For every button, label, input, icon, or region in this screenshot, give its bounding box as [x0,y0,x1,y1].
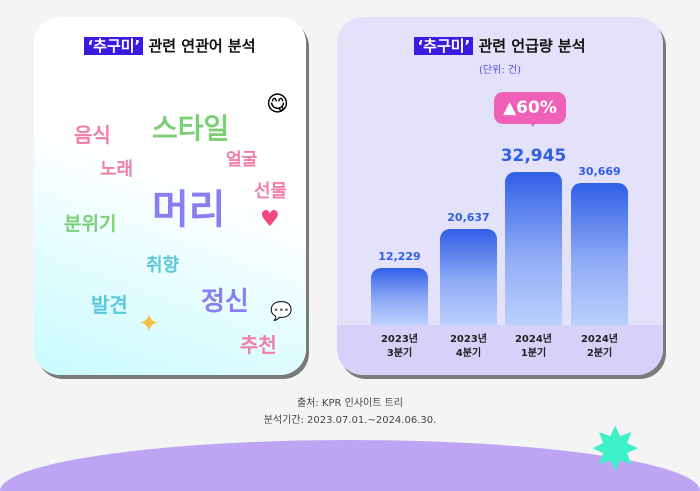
category-label: 2023년 4분기 [449,334,488,359]
bar [440,229,497,325]
period-text: 분석기간: 2023.07.01.~2024.06.30. [263,415,437,426]
category-label: 2024년 2분기 [580,334,619,359]
word-food: 음식 [74,123,111,147]
growth-callout: ▲60% [494,92,566,127]
sparkle-star-icon: ✸ [590,415,641,485]
chart-title: ‘추구미’ 관련 언급량 분석 [337,35,663,56]
category-label: 2024년 1분기 [514,334,553,359]
source-note: 출처: KPR 인사이트 트리 분석기간: 2023.07.01.~2024.0… [0,395,700,429]
title-text: 관련 언급량 분석 [473,37,586,55]
word-style: 스타일 [152,112,230,145]
word-mind: 정신 [201,287,249,317]
word-discovery: 발견 [91,293,128,317]
word-mood: 분위기 [64,213,117,235]
chat-bubble-icon: 💬 [270,301,293,322]
word-gift: 선물 [254,181,288,202]
bar [571,182,628,325]
word-hair: 머리 [152,187,226,233]
title-highlight: ‘추구미’ [414,37,474,55]
mention-chart-card: ‘추구미’ 관련 언급량 분석 (단위: 건) ▲60% 12,229 2023년… [337,17,663,375]
word-song: 노래 [100,159,134,180]
value-label: 30,669 [578,164,621,178]
value-label: 12,229 [378,250,421,264]
related-words-card: ‘추구미’ 관련 연관어 분석 스타일 음식 노래 얼굴 선물 머리 분위기 취… [34,17,306,375]
bar [505,172,562,325]
source-text: 출처: KPR 인사이트 트리 [296,398,404,409]
title-text: 관련 연관어 분석 [143,37,256,55]
value-label: 32,945 [500,146,567,166]
sparkle-icon: ✦ [138,309,160,339]
word-taste: 취향 [146,255,180,276]
heart-icon: ♥ [260,207,280,232]
title-highlight: ‘추구미’ [84,37,144,55]
category-band [337,325,663,375]
category-label: 2023년 3분기 [380,334,419,359]
value-label: 20,637 [447,211,490,225]
card-title: ‘추구미’ 관련 연관어 분석 [34,35,306,56]
word-face: 얼굴 [226,150,258,170]
unit-label: (단위: 건) [479,65,521,76]
bar [371,268,428,325]
word-recommend: 추천 [240,333,277,357]
smile-emoji-icon: 😋 [266,92,289,117]
